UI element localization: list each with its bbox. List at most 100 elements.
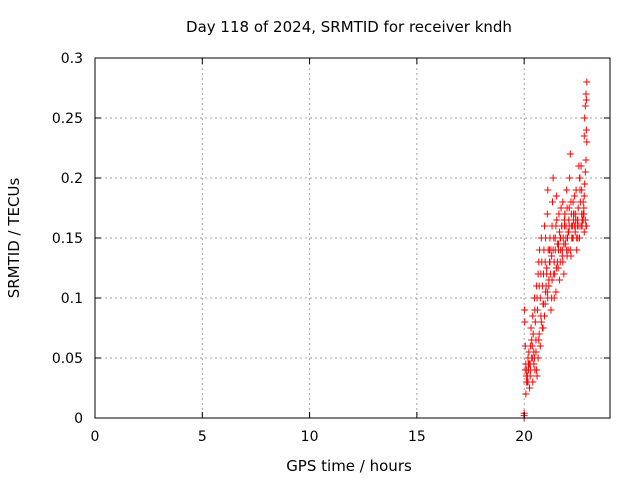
x-tick-label: 15: [408, 429, 426, 445]
tick-labels: 0 5 10 15 20 0 0.05 0.1 0.15 0.2 0.25 0.3: [52, 51, 533, 445]
data-point: [548, 252, 556, 260]
data-point: [537, 318, 545, 326]
data-point: [529, 312, 537, 320]
data-point: [548, 276, 556, 284]
data-point: [569, 198, 577, 206]
data-point: [536, 342, 544, 350]
grid-lines: [95, 58, 610, 418]
data-point: [567, 252, 575, 260]
y-tick-label: 0.25: [52, 111, 83, 127]
x-tick-label: 0: [91, 429, 100, 445]
data-point: [541, 222, 549, 230]
data-point: [580, 228, 588, 236]
y-tick-label: 0.05: [52, 351, 83, 367]
x-axis-title: GPS time / hours: [286, 457, 412, 475]
data-point: [576, 234, 584, 242]
data-point: [579, 216, 587, 224]
data-point: [533, 372, 541, 380]
data-point: [571, 228, 579, 236]
data-point: [558, 252, 566, 260]
data-point: [548, 198, 556, 206]
data-point: [581, 114, 589, 122]
data-point: [581, 180, 589, 188]
data-point: [544, 294, 552, 302]
y-tick-label: 0.2: [61, 171, 83, 187]
data-point: [583, 78, 591, 86]
data-point: [522, 390, 530, 398]
data-point: [543, 264, 551, 272]
data-point: [543, 210, 551, 218]
data-point: [541, 300, 549, 308]
data-point: [582, 156, 590, 164]
data-point: [545, 282, 553, 290]
y-tick-label: 0.1: [61, 291, 83, 307]
data-point: [521, 306, 529, 314]
data-point: [556, 234, 564, 242]
data-point: [557, 246, 565, 254]
y-tick-label: 0.15: [52, 231, 83, 247]
data-point: [559, 258, 567, 266]
data-point: [533, 366, 541, 374]
y-tick-label: 0.3: [61, 51, 83, 67]
x-tick-label: 5: [198, 429, 207, 445]
data-point: [529, 330, 537, 338]
axis-ticks: [94, 57, 610, 419]
data-point: [566, 150, 574, 158]
data-point: [532, 348, 540, 356]
data-point: [579, 198, 587, 206]
data-point: [555, 210, 563, 218]
data-point: [535, 336, 543, 344]
data-point: [563, 246, 571, 254]
data-point: [539, 324, 547, 332]
data-point: [526, 384, 534, 392]
data-point: [543, 288, 551, 296]
data-point: [582, 90, 590, 98]
data-point: [560, 270, 568, 278]
data-point: [547, 306, 555, 314]
data-point: [531, 318, 539, 326]
data-point: [582, 222, 590, 230]
y-tick-label: 0: [74, 411, 83, 427]
data-point: [530, 354, 538, 362]
data-point: [563, 186, 571, 194]
data-point: [556, 228, 564, 236]
data-point: [576, 174, 584, 182]
data-point: [550, 294, 558, 302]
data-point: [546, 258, 554, 266]
data-point: [560, 240, 568, 248]
data-point: [521, 318, 529, 326]
data-point: [552, 192, 560, 200]
data-point: [536, 294, 544, 302]
x-tick-label: 20: [515, 429, 533, 445]
data-point: [556, 276, 564, 284]
data-point: [544, 186, 552, 194]
data-point: [580, 192, 588, 200]
data-point: [569, 234, 577, 242]
data-point: [561, 210, 569, 218]
data-point: [565, 228, 573, 236]
data-point: [580, 210, 588, 218]
data-point: [550, 270, 558, 278]
y-axis-title: SRMTID / TECUs: [5, 178, 23, 299]
data-point: [581, 102, 589, 110]
data-point: [549, 174, 557, 182]
data-point: [571, 222, 579, 230]
data-point: [557, 204, 565, 212]
data-point: [524, 378, 532, 386]
data-point: [581, 168, 589, 176]
data-points: [520, 78, 591, 422]
data-point: [543, 270, 551, 278]
data-point: [566, 174, 574, 182]
data-point: [528, 342, 536, 350]
data-point: [535, 330, 543, 338]
chart-title: Day 118 of 2024, SRMTID for receiver knd…: [186, 18, 512, 36]
data-point: [580, 132, 588, 140]
data-point: [582, 126, 590, 134]
data-point: [554, 264, 562, 272]
data-point: [571, 192, 579, 200]
data-point: [561, 222, 569, 230]
data-point: [583, 138, 591, 146]
data-point: [565, 204, 573, 212]
